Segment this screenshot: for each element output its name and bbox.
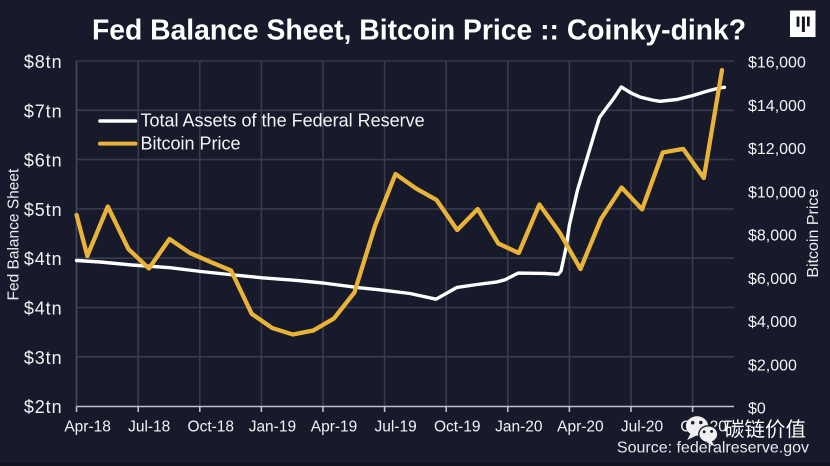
svg-text:$4tn: $4tn bbox=[24, 249, 63, 269]
svg-text:Jul-18: Jul-18 bbox=[128, 419, 170, 436]
svg-text:Total Assets of the Federal Re: Total Assets of the Federal Reserve bbox=[141, 111, 425, 131]
svg-text:Oct-19: Oct-19 bbox=[434, 419, 481, 436]
svg-text:Fed Balance Sheet, Bitcoin Pri: Fed Balance Sheet, Bitcoin Price :: Coin… bbox=[92, 14, 746, 46]
svg-text:$4tn: $4tn bbox=[24, 299, 63, 319]
svg-text:Jul-20: Jul-20 bbox=[621, 419, 664, 436]
svg-text:$14,000: $14,000 bbox=[748, 98, 806, 115]
svg-text:$0: $0 bbox=[748, 401, 766, 418]
svg-text:$3tn: $3tn bbox=[24, 348, 63, 368]
svg-text:Jan-19: Jan-19 bbox=[249, 419, 296, 436]
svg-text:Bitcoin Price: Bitcoin Price bbox=[805, 189, 822, 278]
svg-text:$6,000: $6,000 bbox=[748, 271, 797, 288]
svg-text:$7tn: $7tn bbox=[24, 101, 63, 121]
svg-text:Source: federalreserve.gov: Source: federalreserve.gov bbox=[617, 440, 809, 457]
svg-text:$12,000: $12,000 bbox=[748, 141, 806, 158]
svg-text:$2tn: $2tn bbox=[24, 397, 63, 417]
svg-text:$6tn: $6tn bbox=[24, 151, 63, 171]
svg-text:$16,000: $16,000 bbox=[748, 55, 806, 72]
svg-text:$4,000: $4,000 bbox=[748, 314, 797, 331]
svg-text:Jul-19: Jul-19 bbox=[374, 419, 416, 436]
svg-text:Fed Balance Sheet: Fed Balance Sheet bbox=[5, 168, 22, 301]
svg-text:$8tn: $8tn bbox=[24, 52, 63, 72]
svg-text:Bitcoin Price: Bitcoin Price bbox=[141, 133, 241, 153]
svg-text:$5tn: $5tn bbox=[24, 200, 63, 220]
svg-text:$2,000: $2,000 bbox=[748, 357, 797, 374]
svg-text:$10,000: $10,000 bbox=[748, 184, 806, 201]
svg-text:Apr-19: Apr-19 bbox=[311, 419, 358, 436]
svg-text:Apr-20: Apr-20 bbox=[557, 419, 604, 436]
svg-text:Oct-18: Oct-18 bbox=[188, 419, 235, 436]
svg-text:Apr-18: Apr-18 bbox=[64, 419, 111, 436]
svg-text:$8,000: $8,000 bbox=[748, 228, 797, 245]
svg-text:Jan-20: Jan-20 bbox=[495, 419, 543, 436]
